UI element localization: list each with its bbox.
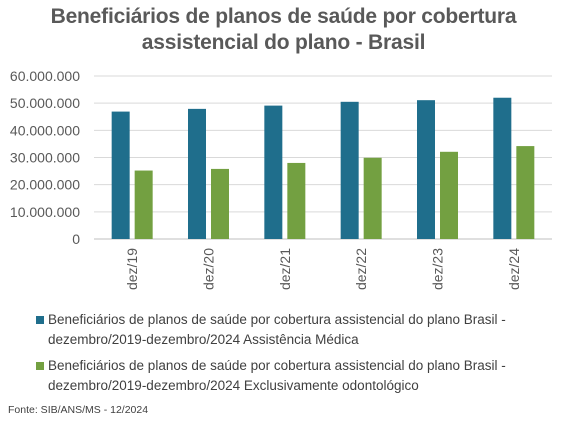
chart-title-line-2: assistencial do plano - Brasil [141,31,426,54]
bar-odontologico [516,146,535,239]
chart-title: Beneficiários de planos de saúde por cob… [0,4,567,56]
gridlines [94,75,552,240]
bar-assistencia-medica [111,111,130,239]
bar-assistencia-medica [340,101,359,239]
chart-title-line-1: Beneficiários de planos de saúde por cob… [50,5,517,28]
x-axis: dez/19 dez/20 dez/21 dez/22 dez/23 dez/24 [124,248,522,290]
x-tick-label: dez/19 [124,248,140,290]
y-tick-label: 20.000.000 [10,177,80,193]
bar-odontologico [440,151,458,239]
bars [111,97,535,239]
bar-assistencia-medica [417,100,435,239]
x-tick-label: dez/22 [353,248,369,290]
y-tick-label: 60.000.000 [10,68,80,84]
bar-assistencia-medica [493,97,512,239]
x-tick-label: dez/20 [201,248,217,290]
bar-odontologico [287,162,306,239]
x-tick-label: dez/23 [430,248,446,290]
legend-swatch-assistencia-medica [36,316,44,324]
x-tick-label: dez/21 [277,248,293,290]
y-axis: 0 10.000.000 20.000.000 30.000.000 40.000.00… [10,68,80,247]
legend-label-line-2: dezembro/2019-dezembro/2024 Assistência … [48,332,359,347]
source-note: Fonte: SIB/ANS/MS - 12/2024 [8,404,149,416]
y-tick-label: 30.000.000 [10,150,80,166]
bar-odontologico [363,157,382,239]
bar-assistencia-medica [188,108,206,239]
legend-swatch-odontologico [36,362,44,370]
legend-label-line-1: Beneficiários de planos de saúde por cob… [48,358,506,373]
bar-assistencia-medica [264,105,283,239]
legend-label-line-2: dezembro/2019-dezembro/2024 Exclusivamen… [48,378,419,393]
x-tick-label: dez/24 [506,248,522,290]
bar-odontologico [211,168,229,239]
y-tick-label: 10.000.000 [10,204,80,220]
bar-chart: 0 10.000.000 20.000.000 30.000.000 40.000.00… [10,68,552,290]
legend-label-line-1: Beneficiários de planos de saúde por cob… [48,312,506,327]
bar-odontologico [134,170,153,239]
y-tick-label: 40.000.000 [10,122,80,138]
y-tick-label: 0 [72,231,80,247]
y-tick-label: 50.000.000 [10,95,80,111]
